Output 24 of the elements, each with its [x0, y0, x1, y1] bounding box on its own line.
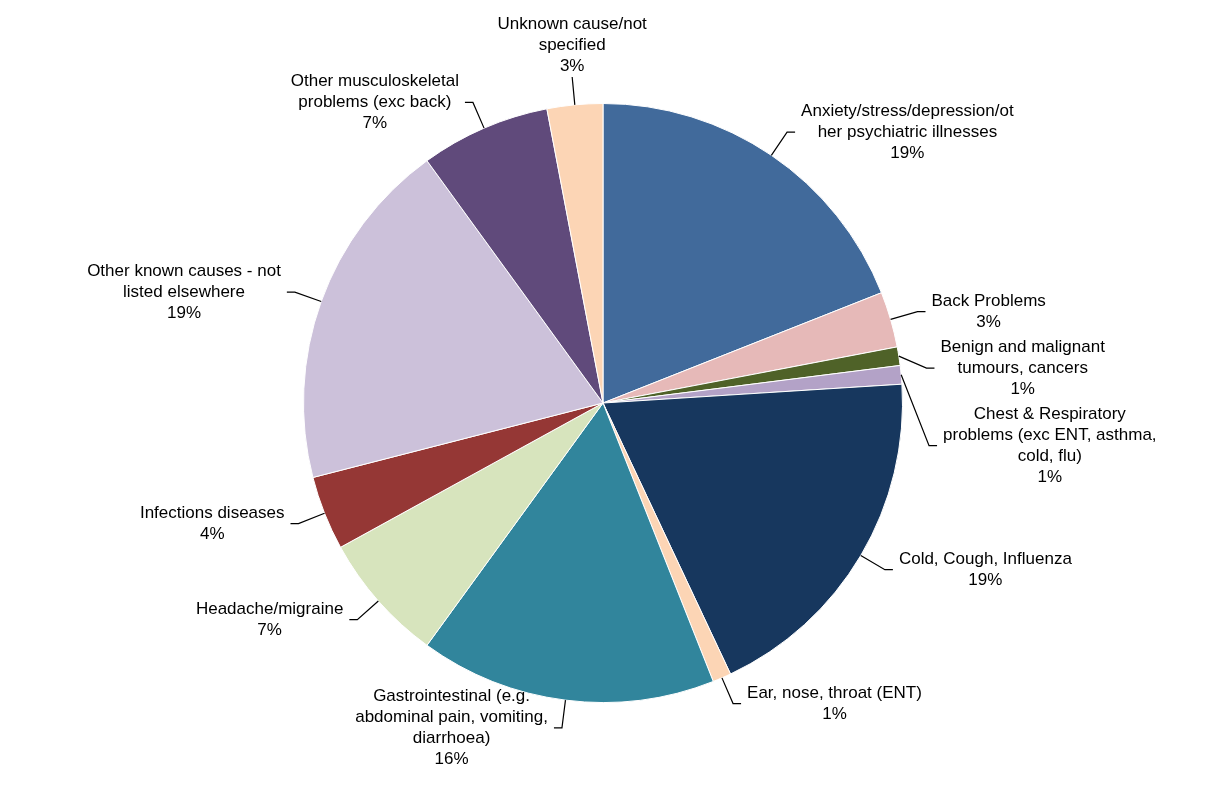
data-label: 1%	[1010, 378, 1035, 398]
data-label: 19%	[890, 142, 925, 162]
slice-label: Headache/migraine	[195, 598, 344, 618]
data-label: 1%	[1037, 466, 1063, 486]
slice-label: Cold, Cough, Influenza	[898, 548, 1073, 568]
data-label: 3%	[976, 311, 1001, 331]
slice-label: Anxiety/stress/depression/other psychiatric illnesses	[801, 100, 1014, 141]
slice-label: Benign and malignant tumours, cancers	[940, 336, 1106, 377]
slice-label: Chest & Respiratory problems (exc ENT, asthma, cold, flu)	[943, 403, 1157, 465]
slice-label: Ear, nose, throat (ENT)	[747, 682, 922, 702]
slice-label: Unknown cause/not specified	[497, 14, 648, 55]
data-label: 19%	[968, 569, 1003, 589]
data-label: 16%	[434, 749, 469, 769]
slice-label: Back Problems	[931, 290, 1046, 310]
slice-label: Other musculoskeletal problems (exc back)	[290, 71, 459, 112]
data-label: 3%	[559, 56, 585, 76]
data-label: 4%	[199, 523, 225, 543]
data-label: 1%	[822, 703, 847, 723]
slice-label: Gastrointestinal (e.g. abdominal pain, vomiting, diarrhoea)	[355, 686, 548, 748]
slice-label: Other known causes - not listed elsewhere	[87, 260, 282, 301]
data-label: 19%	[166, 302, 202, 322]
data-label: 7%	[362, 113, 388, 133]
slice-label: Infections diseases	[139, 502, 285, 522]
data-label: 7%	[257, 619, 282, 639]
